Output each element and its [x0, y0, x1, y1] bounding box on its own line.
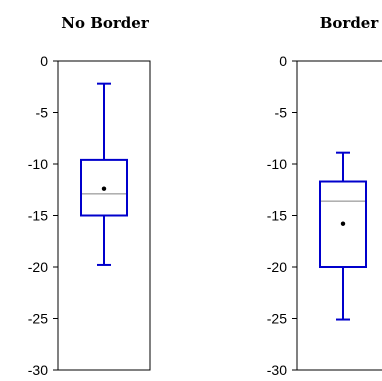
mean-marker — [101, 186, 107, 191]
y-tick-label: -10 — [28, 156, 48, 172]
y-tick-label: -15 — [28, 208, 48, 224]
panel-border: Border 0 -5 -10 -15 -20 -25 -30 — [267, 14, 382, 378]
y-tick-label: -25 — [267, 311, 287, 327]
y-tick-label: 0 — [40, 53, 48, 69]
mean-marker — [340, 221, 346, 226]
y-tick-label: -5 — [36, 105, 49, 121]
box-element — [319, 151, 367, 321]
y-tick-label: -10 — [267, 156, 287, 172]
y-tick-label: -25 — [28, 311, 48, 327]
y-axis-ticks: 0 -5 -10 -15 -20 -25 -30 — [28, 53, 58, 378]
y-tick-label: -5 — [275, 105, 288, 121]
y-tick-label: -15 — [267, 208, 287, 224]
y-axis-ticks: 0 -5 -10 -15 -20 -25 -30 — [267, 53, 297, 378]
panel-no-border: No Border 0 -5 -10 -15 -20 -25 -30 — [28, 14, 151, 378]
y-tick-label: 0 — [279, 53, 287, 69]
panel-title: No Border — [61, 14, 150, 32]
y-tick-label: -20 — [267, 259, 287, 275]
y-tick-label: -30 — [267, 362, 287, 378]
panel-title: Border — [320, 14, 380, 32]
box-element — [80, 82, 128, 266]
y-tick-label: -30 — [28, 362, 48, 378]
y-tick-label: -20 — [28, 259, 48, 275]
